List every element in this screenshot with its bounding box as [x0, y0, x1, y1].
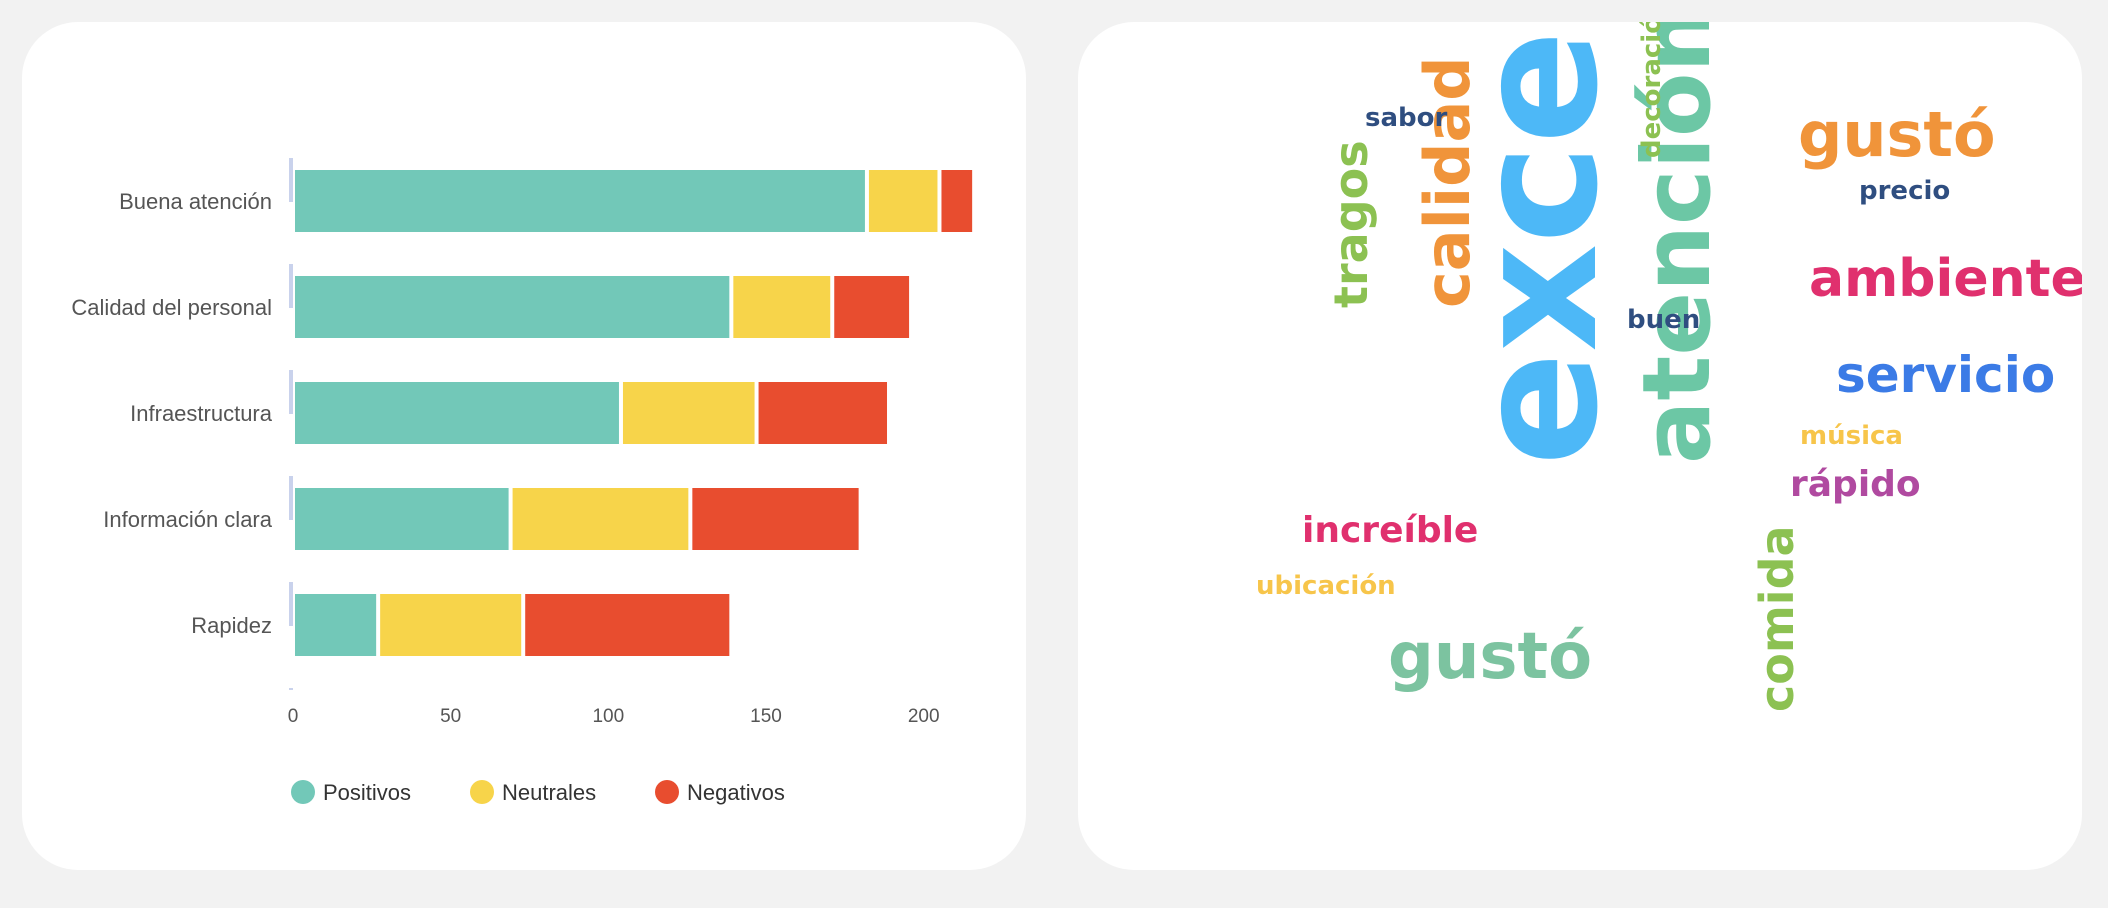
category-label-calidad-del-personal: Calidad del personal — [71, 295, 272, 320]
word-gusto-2: gustó — [1388, 620, 1592, 694]
word-rapido: rápido — [1790, 464, 1921, 505]
x-tick-label-200: 200 — [908, 706, 940, 727]
stacked-bar-chart: Buena atención Calidad del personal Infrae… — [71, 158, 973, 805]
bar-calidad-del-personal-neutrales — [733, 276, 831, 338]
word-cloud-card: excelenteatención calidad tragos comida deco… — [1078, 22, 2082, 870]
legend-label-positivos: Positivos — [323, 780, 411, 805]
word-ambiente: ambiente — [1809, 249, 2082, 309]
bar-infraestructura-positivos — [295, 382, 619, 444]
bar-calidad-del-personal-positivos — [295, 276, 730, 338]
word-servicio: servicio — [1836, 346, 2055, 404]
category-label-buena-atencion: Buena atención — [119, 189, 272, 214]
word-increible: increíble — [1302, 510, 1478, 551]
legend-swatch-positivos — [291, 780, 315, 804]
bar-informacion-clara-negativos — [692, 488, 859, 550]
category-label-rapidez: Rapidez — [191, 613, 272, 638]
bar-informacion-clara-positivos — [295, 488, 509, 550]
legend-item-negativos: Negativos — [655, 780, 785, 805]
legend-item-neutrales: Neutrales — [470, 780, 596, 805]
word-cloud: excelenteatención calidad tragos comida deco… — [1256, 22, 2082, 712]
word-gusto: gustó — [1798, 98, 1996, 171]
bar-informacion-clara-neutrales — [512, 488, 689, 550]
word-tragos: tragos — [1324, 140, 1378, 308]
legend-swatch-neutrales — [470, 780, 494, 804]
word-precio: precio — [1859, 176, 1950, 206]
bar-infraestructura-neutrales — [622, 382, 755, 444]
legend-label-negativos: Negativos — [687, 780, 785, 805]
bar-rapidez-negativos — [525, 594, 730, 656]
x-tick-label-100: 100 — [592, 706, 624, 727]
legend-swatch-negativos — [655, 780, 679, 804]
bar-infraestructura-negativos — [758, 382, 888, 444]
x-tick-label-50: 50 — [440, 706, 461, 727]
word-buen: buen — [1627, 305, 1700, 335]
legend-label-neutrales: Neutrales — [502, 780, 596, 805]
word-atencion: atención — [1623, 22, 1732, 464]
word-calidad: calidad — [1411, 56, 1484, 308]
word-excelente: excelente — [1439, 22, 1635, 466]
bar-calidad-del-personal-negativos — [834, 276, 910, 338]
stacked-bar-chart-card: Buena atención Calidad del personal Infrae… — [22, 22, 1026, 870]
word-musica: música — [1800, 421, 1903, 451]
category-label-infraestructura: Infraestructura — [130, 401, 273, 426]
x-tick-label-150: 150 — [750, 706, 782, 727]
bar-rapidez-neutrales — [380, 594, 522, 656]
bar-rapidez-positivos — [295, 594, 377, 656]
x-tick-label-0: 0 — [288, 706, 299, 727]
bar-buena-atencion-negativos — [941, 170, 973, 232]
word-sabor: sabor — [1365, 103, 1447, 133]
category-label-informacion-clara: Información clara — [103, 507, 273, 532]
bar-buena-atencion-neutrales — [868, 170, 938, 232]
word-ubicacion: ubicación — [1256, 571, 1396, 601]
word-comida: comida — [1750, 525, 1804, 712]
bar-buena-atencion-positivos — [295, 170, 865, 232]
legend-item-positivos: Positivos — [291, 780, 411, 805]
word-decoracion: decoración — [1637, 22, 1667, 158]
